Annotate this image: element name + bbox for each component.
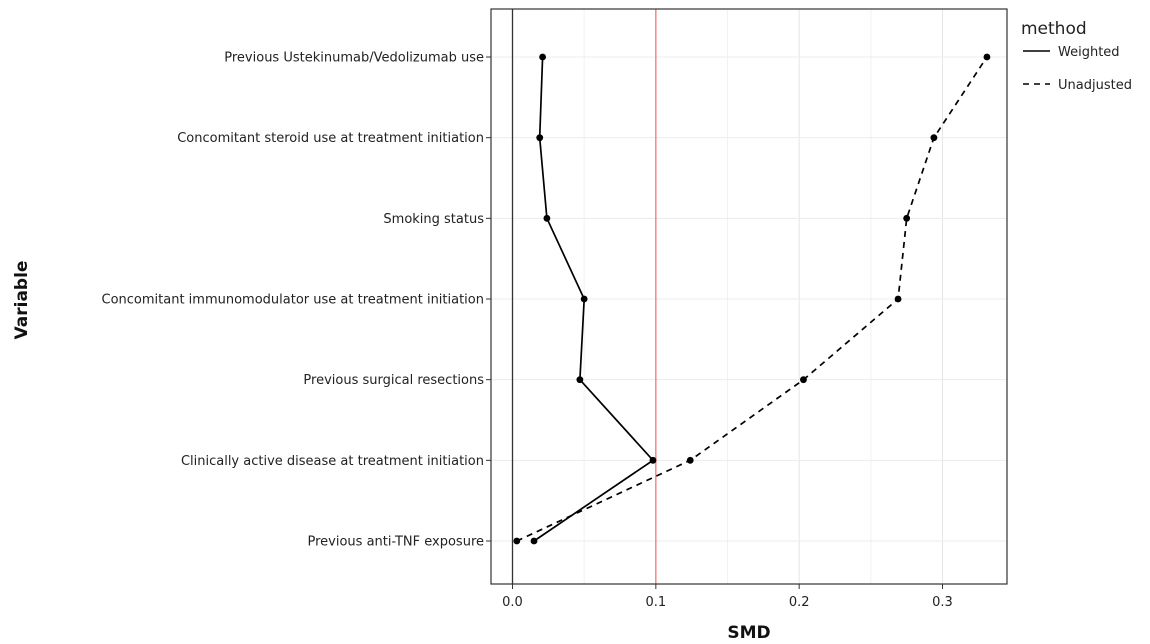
y-tick-label: Concomitant steroid use at treatment ini…: [177, 131, 484, 146]
data-point-weighted: [580, 295, 588, 303]
axis-layer: 0.0 0.1 0.2 0.3 Previous anti-TNF exposure Cl…: [102, 51, 953, 611]
x-tick-label: 0.0: [502, 595, 523, 610]
data-point-unadjusted: [903, 214, 911, 222]
data-point-unadjusted: [513, 537, 521, 545]
x-tick-label: 0.1: [645, 595, 666, 610]
legend-title: method: [1021, 19, 1087, 39]
series-layer: [513, 53, 991, 545]
data-point-weighted: [536, 134, 544, 142]
plot-panel-border: [490, 8, 1008, 585]
y-tick-label: Clinically active disease at treatment i…: [181, 454, 484, 469]
legend-label-unadjusted: Unadjusted: [1058, 78, 1132, 93]
y-tick-label: Smoking status: [383, 212, 484, 227]
data-point-weighted: [539, 53, 546, 61]
y-tick-label: Previous Ustekinumab/Vedolizumab use: [224, 51, 484, 66]
y-tick-label: Concomitant immunomodulator use at treat…: [102, 293, 485, 308]
x-tick-label: 0.3: [932, 595, 953, 610]
data-point-unadjusted: [894, 295, 902, 303]
x-axis-title: SMD: [727, 623, 770, 643]
data-point-weighted: [576, 376, 584, 384]
y-tick-label: Previous surgical resections: [303, 373, 484, 388]
data-point-unadjusted: [686, 456, 694, 464]
data-point-unadjusted: [800, 376, 807, 384]
reference-lines: [511, 9, 657, 584]
data-point-weighted: [530, 537, 538, 545]
data-point-unadjusted: [983, 53, 991, 61]
data-point-weighted: [543, 214, 551, 222]
data-point-weighted: [649, 456, 657, 464]
legend: method Weighted Unadjusted: [1021, 19, 1132, 93]
y-tick-label: Previous anti-TNF exposure: [308, 535, 485, 550]
y-axis-title: Variable: [12, 261, 32, 340]
grid-layer: [491, 9, 1007, 584]
x-tick-label: 0.2: [789, 595, 810, 610]
legend-label-weighted: Weighted: [1058, 45, 1120, 60]
data-point-unadjusted: [930, 134, 938, 142]
